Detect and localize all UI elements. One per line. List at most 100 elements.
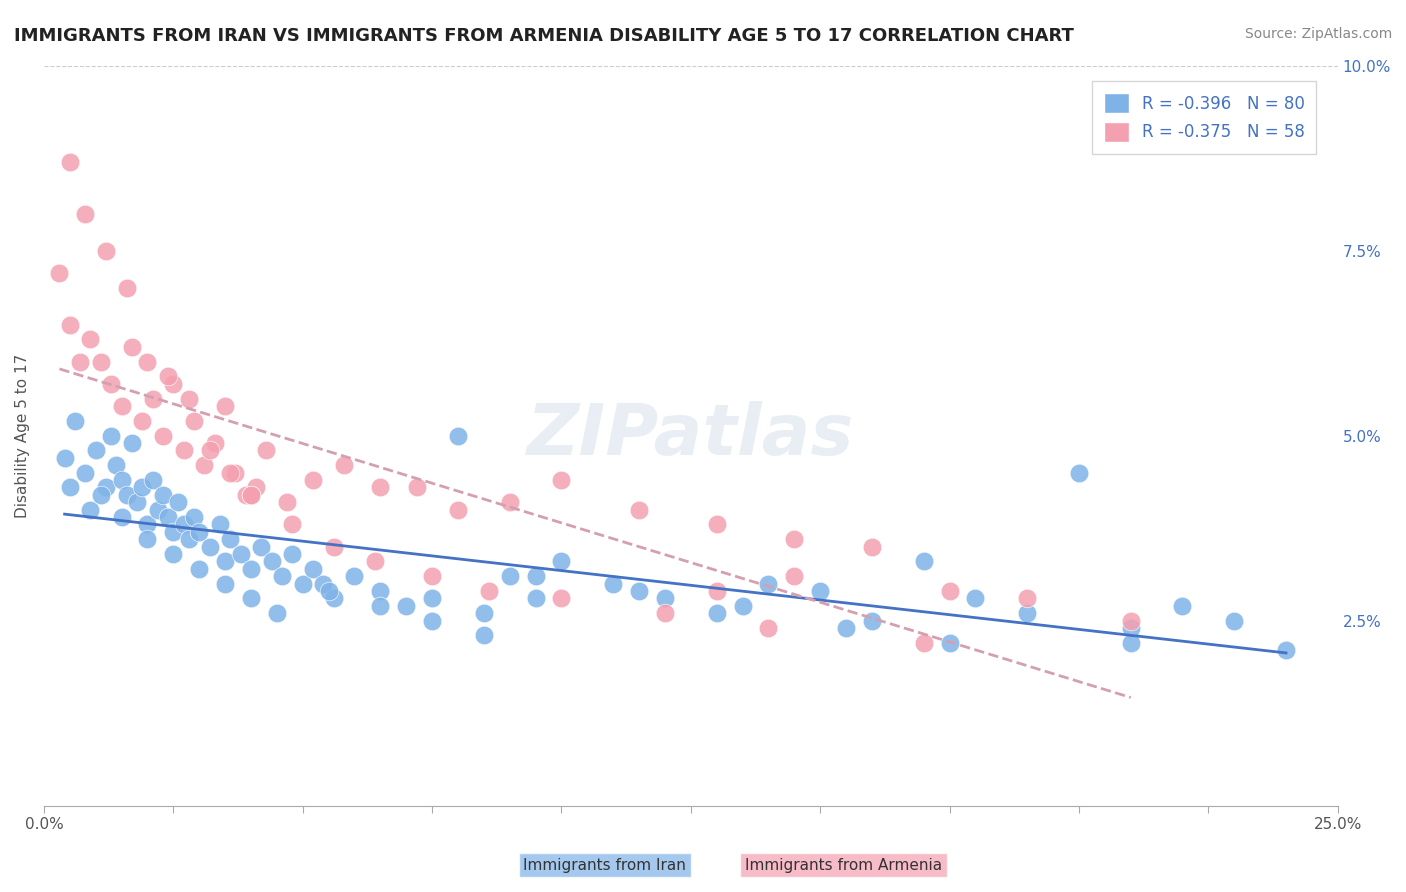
Immigrants from Armenia: [59, 154, 82, 169]
Immigrants from Armenia: [938, 584, 960, 599]
Immigrants from Iran: [368, 599, 391, 613]
Immigrants from Iran: [602, 576, 624, 591]
Immigrants from Iran: [53, 450, 76, 465]
Immigrants from Armenia: [254, 443, 277, 458]
Immigrants from Iran: [260, 554, 283, 568]
Immigrants from Iran: [90, 488, 112, 502]
Immigrants from Armenia: [405, 480, 427, 494]
Immigrants from Armenia: [75, 206, 97, 220]
Immigrants from Armenia: [239, 488, 262, 502]
Immigrants from Iran: [271, 569, 294, 583]
Immigrants from Armenia: [420, 569, 443, 583]
Immigrants from Iran: [758, 576, 780, 591]
Immigrants from Iran: [524, 569, 547, 583]
Immigrants from Iran: [110, 510, 132, 524]
Immigrants from Iran: [188, 524, 211, 539]
Immigrants from Armenia: [783, 569, 806, 583]
Immigrants from Iran: [395, 599, 418, 613]
Immigrants from Iran: [94, 480, 117, 494]
Immigrants from Iran: [239, 562, 262, 576]
Immigrants from Armenia: [245, 480, 267, 494]
Immigrants from Iran: [654, 591, 676, 606]
Immigrants from Armenia: [59, 318, 82, 332]
Legend: R = -0.396   N = 80, R = -0.375   N = 58: R = -0.396 N = 80, R = -0.375 N = 58: [1092, 81, 1316, 153]
Text: ZIPatlas: ZIPatlas: [527, 401, 855, 470]
Text: Immigrants from Armenia: Immigrants from Armenia: [745, 858, 942, 872]
Immigrants from Iran: [1275, 643, 1298, 657]
Immigrants from Iran: [368, 584, 391, 599]
Immigrants from Iran: [177, 532, 200, 546]
Immigrants from Armenia: [90, 354, 112, 368]
Immigrants from Iran: [173, 517, 195, 532]
Immigrants from Iran: [965, 591, 987, 606]
Immigrants from Iran: [121, 436, 143, 450]
Immigrants from Iran: [322, 591, 344, 606]
Immigrants from Iran: [63, 414, 86, 428]
Immigrants from Armenia: [550, 591, 572, 606]
Immigrants from Iran: [706, 606, 728, 620]
Immigrants from Armenia: [281, 517, 304, 532]
Immigrants from Armenia: [364, 554, 387, 568]
Immigrants from Iran: [912, 554, 935, 568]
Immigrants from Iran: [208, 517, 231, 532]
Immigrants from Armenia: [912, 636, 935, 650]
Immigrants from Iran: [214, 576, 236, 591]
Immigrants from Armenia: [224, 466, 246, 480]
Immigrants from Iran: [266, 606, 288, 620]
Immigrants from Iran: [219, 532, 242, 546]
Immigrants from Iran: [188, 562, 211, 576]
Immigrants from Iran: [499, 569, 522, 583]
Immigrants from Iran: [183, 510, 205, 524]
Immigrants from Iran: [835, 621, 858, 635]
Immigrants from Iran: [524, 591, 547, 606]
Immigrants from Armenia: [69, 354, 91, 368]
Immigrants from Armenia: [121, 340, 143, 354]
Immigrants from Iran: [1119, 621, 1142, 635]
Immigrants from Armenia: [276, 495, 298, 509]
Immigrants from Armenia: [1017, 591, 1039, 606]
Immigrants from Armenia: [860, 540, 883, 554]
Immigrants from Armenia: [654, 606, 676, 620]
Immigrants from Armenia: [131, 414, 153, 428]
Immigrants from Armenia: [758, 621, 780, 635]
Immigrants from Iran: [472, 606, 495, 620]
Immigrants from Armenia: [110, 399, 132, 413]
Immigrants from Iran: [343, 569, 366, 583]
Immigrants from Iran: [291, 576, 314, 591]
Y-axis label: Disability Age 5 to 17: Disability Age 5 to 17: [15, 353, 30, 517]
Immigrants from Iran: [860, 614, 883, 628]
Immigrants from Iran: [312, 576, 335, 591]
Immigrants from Iran: [239, 591, 262, 606]
Immigrants from Armenia: [100, 376, 122, 391]
Immigrants from Armenia: [177, 392, 200, 406]
Immigrants from Armenia: [142, 392, 165, 406]
Immigrants from Iran: [157, 510, 180, 524]
Immigrants from Iran: [472, 628, 495, 642]
Immigrants from Iran: [75, 466, 97, 480]
Immigrants from Iran: [167, 495, 190, 509]
Immigrants from Iran: [302, 562, 325, 576]
Immigrants from Iran: [136, 517, 159, 532]
Immigrants from Iran: [79, 502, 101, 516]
Immigrants from Armenia: [1119, 614, 1142, 628]
Immigrants from Armenia: [204, 436, 226, 450]
Immigrants from Iran: [1223, 614, 1246, 628]
Immigrants from Iran: [318, 584, 340, 599]
Immigrants from Iran: [115, 488, 138, 502]
Immigrants from Armenia: [628, 502, 651, 516]
Immigrants from Iran: [125, 495, 148, 509]
Immigrants from Armenia: [115, 280, 138, 294]
Immigrants from Iran: [146, 502, 169, 516]
Immigrants from Iran: [550, 554, 572, 568]
Immigrants from Iran: [142, 473, 165, 487]
Immigrants from Armenia: [235, 488, 257, 502]
Immigrants from Armenia: [239, 488, 262, 502]
Immigrants from Armenia: [706, 517, 728, 532]
Immigrants from Armenia: [162, 376, 184, 391]
Immigrants from Iran: [229, 547, 252, 561]
Immigrants from Armenia: [214, 399, 236, 413]
Immigrants from Armenia: [136, 354, 159, 368]
Immigrants from Armenia: [48, 266, 70, 280]
Text: IMMIGRANTS FROM IRAN VS IMMIGRANTS FROM ARMENIA DISABILITY AGE 5 TO 17 CORRELATI: IMMIGRANTS FROM IRAN VS IMMIGRANTS FROM …: [14, 27, 1074, 45]
Immigrants from Iran: [1017, 606, 1039, 620]
